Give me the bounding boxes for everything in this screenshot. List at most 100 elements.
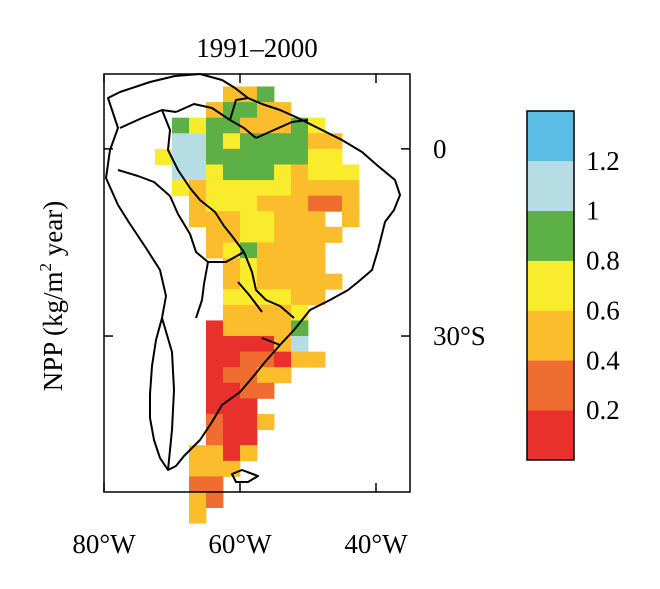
grid-cell [257, 211, 275, 228]
grid-cell [325, 180, 343, 197]
grid-cell [206, 367, 224, 384]
grid-cell [308, 242, 326, 259]
grid-cell [189, 164, 207, 181]
x-tick-label: 80°W [72, 529, 136, 559]
grid-cell [257, 258, 275, 275]
grid-cell [291, 351, 309, 368]
grid-cell [223, 367, 241, 384]
x-tick-label: 60°W [208, 529, 272, 559]
grid-cell [240, 117, 258, 134]
grid-cell [240, 351, 258, 368]
grid-cell [223, 320, 241, 337]
grid-cell [206, 133, 224, 150]
grid-cell [189, 460, 207, 477]
grid-cell [240, 180, 258, 197]
grid-cell [291, 164, 309, 181]
grid-cell [342, 195, 360, 212]
grid-cell [206, 242, 224, 259]
grid-cell [274, 351, 292, 368]
grid-cell [223, 382, 241, 399]
country-border [175, 103, 257, 139]
npp-grid-cells [155, 86, 360, 524]
grid-cell [274, 226, 292, 243]
grid-cell [257, 164, 275, 181]
grid-cell [308, 258, 326, 275]
country-border [161, 317, 175, 471]
grid-cell [240, 429, 258, 446]
country-border [161, 109, 191, 189]
grid-cell [206, 476, 224, 493]
grid-cell [223, 414, 241, 431]
colorbar-segment [527, 410, 574, 461]
grid-cell [274, 320, 292, 337]
grid-cell [223, 273, 241, 290]
grid-cell [308, 273, 326, 290]
grid-cell [206, 320, 224, 337]
grid-cell [325, 273, 343, 290]
grid-cell [240, 320, 258, 337]
country-border [229, 97, 249, 121]
colorbar-label: 1.2 [586, 146, 620, 176]
x-tick-label: 40°W [344, 529, 408, 559]
grid-cell [308, 148, 326, 165]
grid-cell [274, 258, 292, 275]
grid-cell [274, 211, 292, 228]
grid-cell [257, 382, 275, 399]
grid-cell [189, 492, 207, 508]
grid-cell [274, 242, 292, 259]
grid-cell [189, 211, 207, 228]
grid-cell [223, 211, 241, 228]
grid-cell [257, 148, 275, 165]
grid-cell [291, 133, 309, 150]
grid-cell [257, 304, 275, 321]
grid-cell [308, 226, 326, 243]
x-axis-ticks: 80°W 60°W 40°W [72, 74, 408, 559]
grid-cell [291, 226, 309, 243]
map-title: 1991–2000 [196, 33, 318, 63]
grid-cell [206, 382, 224, 399]
grid-cell [291, 242, 309, 259]
grid-cell [206, 164, 224, 181]
grid-cell [223, 429, 241, 446]
grid-cell [240, 367, 258, 384]
colorbar-label: 0.2 [586, 395, 620, 425]
grid-cell [240, 226, 258, 243]
y-axis-label: NPP (kg/m2 year) [36, 201, 68, 391]
grid-cell [189, 507, 207, 524]
grid-cell [223, 242, 241, 259]
colorbar-segment [527, 111, 574, 162]
grid-cell [172, 133, 190, 150]
grid-cell [291, 273, 309, 290]
grid-cell [325, 148, 343, 165]
grid-cell [223, 164, 241, 181]
grid-cell [257, 273, 275, 290]
grid-cell [291, 195, 309, 212]
grid-cell [155, 148, 173, 165]
grid-cell [325, 164, 343, 181]
grid-cell [206, 445, 224, 462]
y-tick-label: 30°S [433, 321, 486, 351]
grid-cell [291, 289, 309, 306]
grid-cell [274, 273, 292, 290]
grid-cell [274, 367, 292, 384]
colorbar-label: 0.8 [586, 246, 620, 276]
coastline-outline [105, 73, 401, 483]
grid-cell [240, 414, 258, 431]
grid-cell [240, 336, 258, 353]
grid-cell [223, 398, 241, 415]
grid-cell [240, 382, 258, 399]
grid-cell [257, 86, 275, 103]
grid-cell [223, 258, 241, 275]
grid-cell [223, 304, 241, 321]
grid-cell [206, 492, 224, 508]
grid-cell [206, 180, 224, 197]
grid-cell [172, 117, 190, 134]
grid-cell [189, 195, 207, 212]
country-border [169, 195, 209, 263]
grid-cell [189, 180, 207, 197]
grid-cell [257, 195, 275, 212]
grid-cell [240, 304, 258, 321]
grid-cell [189, 445, 207, 462]
